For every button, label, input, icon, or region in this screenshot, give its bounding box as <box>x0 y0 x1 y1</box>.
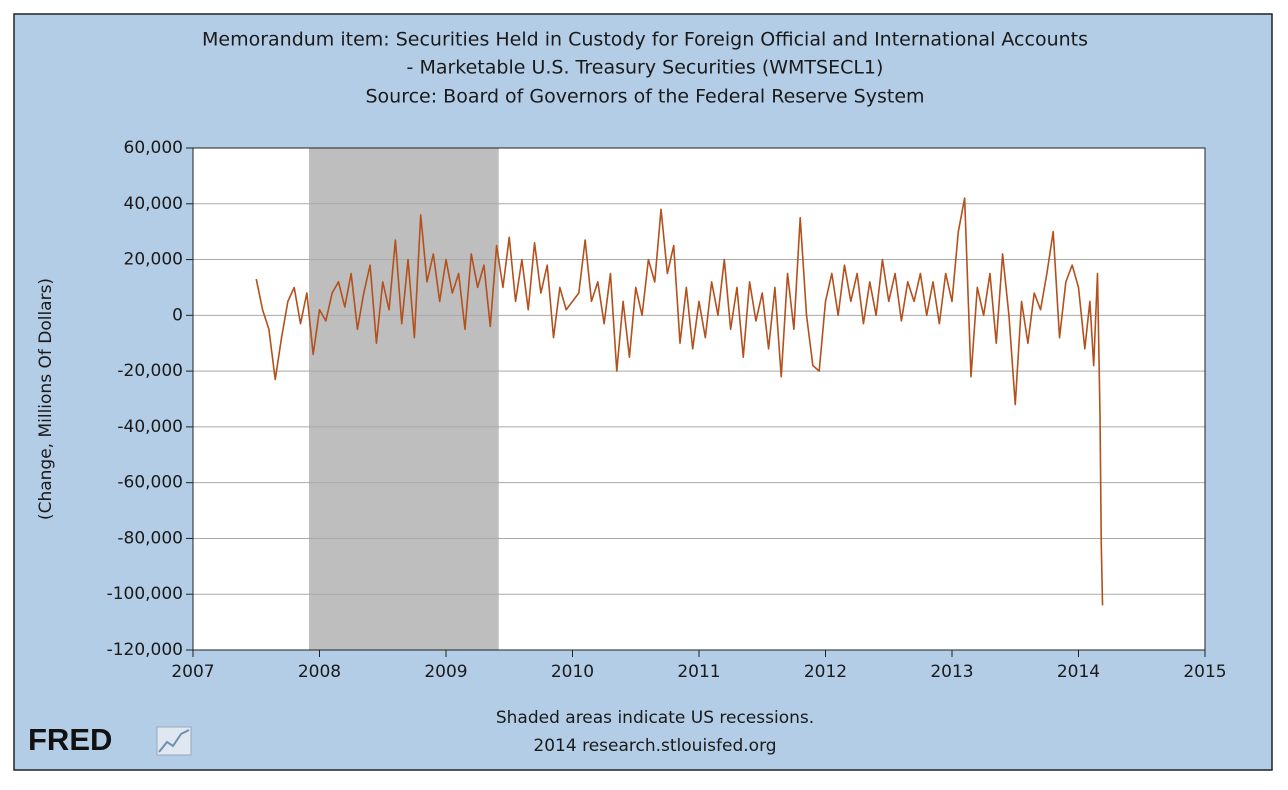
recession-band <box>309 148 499 650</box>
data-line <box>255 197 1104 606</box>
y-tick-label: -40,000 <box>117 417 183 437</box>
logo-icon <box>156 726 192 756</box>
y-tick-label: -60,000 <box>117 473 183 493</box>
chart-title: - Marketable U.S. Treasury Securities (W… <box>407 57 884 79</box>
note: 2014 research.stlouisfed.org <box>533 736 776 756</box>
y-tick-label: 20,000 <box>124 250 183 270</box>
chart-title: Source: Board of Governors of the Federa… <box>365 86 924 108</box>
x-tick-label: 2015 <box>1183 662 1226 682</box>
logo: FRED <box>28 722 112 757</box>
x-tick-label: 2013 <box>930 662 973 682</box>
plot-layer <box>192 147 1206 651</box>
x-tick-label: 2008 <box>298 662 341 682</box>
x-tick-label: 2009 <box>424 662 467 682</box>
x-tick-label: 2010 <box>551 662 594 682</box>
y-tick-label: -100,000 <box>107 584 183 604</box>
y-tick-label: 40,000 <box>124 194 183 214</box>
y-tick-label: -120,000 <box>107 640 183 660</box>
y-tick-label: 0 <box>172 305 183 325</box>
y-tick-label: -20,000 <box>117 361 183 381</box>
chart-title: Memorandum item: Securities Held in Cust… <box>202 29 1088 51</box>
y-axis-label: (Change, Millions Of Dollars) <box>36 278 56 520</box>
x-tick-label: 2014 <box>1057 662 1100 682</box>
x-tick-label: 2011 <box>677 662 720 682</box>
y-tick-label: 60,000 <box>124 138 183 158</box>
x-tick-label: 2007 <box>171 662 214 682</box>
note: Shaded areas indicate US recessions. <box>496 708 814 728</box>
y-tick-label: -80,000 <box>117 528 183 548</box>
x-tick-label: 2012 <box>804 662 847 682</box>
